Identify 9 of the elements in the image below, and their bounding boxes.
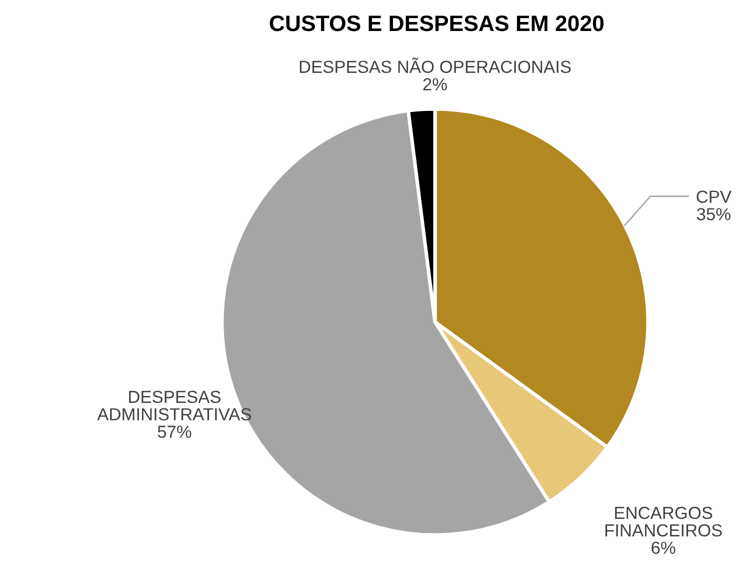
data-label: 57% (158, 426, 192, 438)
chart-title: CUSTOS E DESPESAS EM 2020 (270, 15, 604, 32)
slice-label: DESPESAS ADMINISTRATIVAS (97, 390, 252, 420)
slice-label: DESPESAS NÃO OPERACIONAIS (300, 58, 571, 73)
slice-label: CPV (696, 190, 732, 203)
data-label: 35% (696, 208, 730, 220)
slice-label: ENCARGOS FINANCEIROS (605, 506, 722, 536)
data-label: 2% (423, 78, 447, 90)
data-label: 6% (652, 542, 676, 554)
